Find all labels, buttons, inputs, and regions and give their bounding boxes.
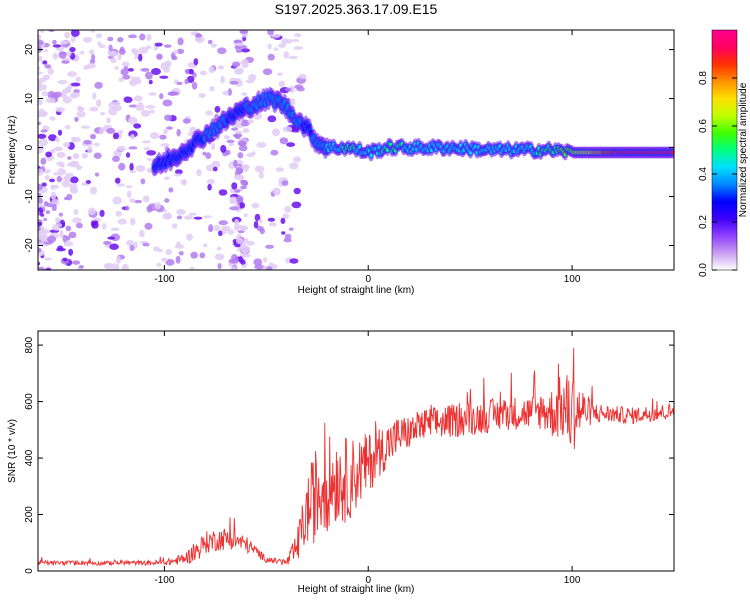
snr-y-tick-label: 200 [24, 506, 35, 523]
spectrogram-y-tick-label: -20 [24, 238, 35, 253]
snr-y-tick-label: 400 [24, 449, 35, 466]
colorbar-tick-label: 0.2 [698, 215, 709, 229]
snr-x-tick-label: -100 [154, 575, 174, 586]
snr-y-tick-label: 0 [24, 568, 35, 574]
colorbar-tick-label: 0.0 [698, 263, 709, 277]
spectrogram-x-axis-label: Height of straight line (km) [298, 285, 415, 296]
snr-y-tick-label: 600 [24, 393, 35, 410]
colorbar: 0.0 0.2 0.4 0.6 0.8 Normalized spectral ampl… [698, 29, 749, 277]
figure-title: S197.2025.363.17.09.E15 [275, 1, 438, 17]
spectrogram-y-axis-label: Frequency (Hz) [7, 116, 18, 185]
snr-y-tick-label: 800 [24, 336, 35, 353]
spectrogram-ridge [151, 86, 674, 177]
colorbar-gradient [711, 29, 738, 271]
spectrogram-y-tick-label: 0 [24, 144, 35, 150]
snr-border [37, 330, 675, 572]
spectrogram-border [37, 29, 675, 271]
colorbar-tick-label: 0.8 [698, 71, 709, 85]
spectrogram-y-tick-label: 10 [24, 93, 35, 105]
spectrogram-y-tick-label: -10 [24, 189, 35, 204]
snr-y-axis-label: SNR (10 * v/v) [7, 419, 18, 483]
snr-frame [38, 331, 674, 571]
snr-x-axis-label: Height of straight line (km) [298, 584, 415, 595]
spectrogram-x-tick-label: 100 [564, 274, 581, 285]
spectrogram-x-tick-label: -100 [154, 274, 174, 285]
colorbar-label: Normalized spectral amplitude [738, 82, 749, 217]
spectrogram-noise-field [38, 30, 307, 270]
colorbar-tick-label: 0.6 [698, 119, 709, 133]
snr-x-tick-label: 0 [365, 575, 371, 586]
snr-series-line [38, 347, 674, 567]
snr-panel: -100 0 100 0 200 400 600 800 Height of straight… [7, 330, 675, 595]
colorbar-tick-label: 0.4 [698, 167, 709, 181]
snr-x-tick-label: 100 [564, 575, 581, 586]
spectrogram-x-tick-label: 0 [365, 274, 371, 285]
spectrogram-y-tick-label: 20 [24, 44, 35, 56]
